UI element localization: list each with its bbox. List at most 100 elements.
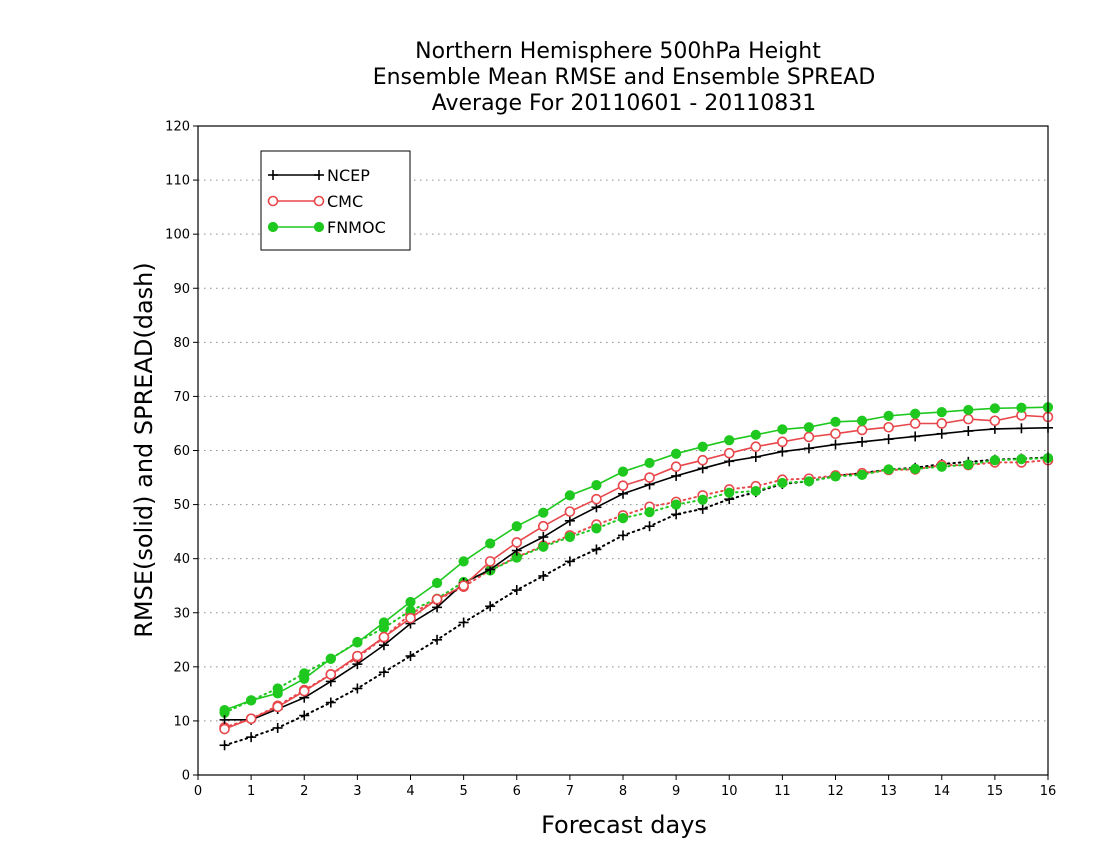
data-point (963, 426, 974, 437)
data-point (485, 538, 496, 549)
data-point (564, 531, 575, 543)
data-point (724, 487, 735, 498)
y-tick-label: 10 (173, 714, 190, 729)
data-point (910, 431, 921, 442)
data-point (1016, 423, 1027, 434)
data-point (989, 415, 1001, 427)
data-point (883, 464, 894, 475)
data-point (910, 408, 921, 419)
x-tick-label: 1 (247, 784, 255, 799)
data-point (564, 490, 575, 501)
data-point (777, 477, 788, 489)
data-point (936, 428, 947, 439)
y-tick-label: 30 (173, 606, 190, 621)
data-point (564, 556, 575, 567)
data-point (617, 480, 629, 491)
data-point (299, 710, 310, 721)
data-point (431, 577, 443, 589)
data-point (485, 601, 496, 612)
x-tick-label: 7 (566, 784, 574, 799)
y-tick-label: 80 (173, 336, 190, 351)
data-point (564, 506, 576, 517)
data-point (325, 669, 337, 680)
data-point (857, 436, 868, 447)
series-fnmoc-solid (219, 402, 1054, 716)
data-point (352, 650, 363, 662)
data-point (777, 436, 788, 448)
y-tick-label: 0 (182, 769, 190, 784)
data-point (617, 513, 629, 524)
series-fnmoc-dotted (219, 452, 1054, 718)
legend-marker (267, 221, 279, 233)
data-point (803, 422, 815, 433)
legend-marker (313, 195, 325, 207)
data-point (670, 461, 682, 473)
series-line (223, 456, 1049, 747)
legend-marker (267, 195, 279, 207)
data-point (856, 424, 868, 436)
series-line (223, 457, 1049, 714)
data-point (750, 451, 761, 462)
data-point (750, 485, 761, 497)
data-point (458, 556, 469, 567)
data-point (352, 683, 363, 694)
data-point (671, 470, 682, 481)
plot-series (219, 402, 1054, 751)
data-point (989, 403, 1000, 414)
data-point (1016, 402, 1027, 413)
x-tick-label: 11 (774, 784, 791, 799)
data-point (246, 732, 257, 743)
data-point (830, 439, 841, 450)
data-point (803, 476, 815, 487)
data-point (830, 471, 841, 482)
data-point (538, 541, 549, 552)
x-axis-label: Forecast days (541, 811, 707, 839)
legend-item-cmc: CMC (267, 192, 363, 211)
data-point (750, 429, 761, 440)
series-cmc-solid (219, 410, 1054, 735)
data-point (352, 637, 363, 648)
x-tick-label: 12 (827, 784, 844, 799)
data-point (910, 463, 921, 474)
data-point (299, 673, 310, 684)
data-point (1016, 454, 1027, 465)
data-point (219, 723, 230, 735)
data-point (511, 537, 523, 548)
y-tick-label: 70 (173, 390, 190, 405)
data-point (883, 421, 894, 433)
data-point (458, 580, 469, 592)
data-point (750, 441, 762, 453)
series-line (223, 459, 1049, 729)
data-point (671, 448, 682, 459)
data-point (803, 443, 814, 454)
data-point (724, 435, 735, 446)
data-point (272, 701, 283, 713)
x-tick-label: 15 (987, 784, 1004, 799)
title-line-1: Northern Hemisphere 500hPa Height (415, 39, 821, 64)
x-tick-label: 0 (194, 784, 202, 799)
data-point (591, 493, 602, 505)
data-point (378, 617, 390, 628)
data-point (591, 523, 602, 534)
data-point (219, 705, 230, 716)
legend-label: FNMOC (327, 218, 386, 237)
data-point (538, 532, 549, 543)
title-line-3: Average For 20110601 - 20110831 (432, 91, 817, 116)
y-axis-label: RMSE(solid) and SPREAD(dash) (130, 262, 158, 638)
y-tick-label: 60 (173, 444, 190, 459)
title-line-2: Ensemble Mean RMSE and Ensemble SPREAD (373, 65, 876, 90)
data-point (246, 695, 257, 706)
data-point (697, 494, 708, 505)
data-point (697, 454, 708, 466)
data-point (538, 520, 549, 532)
data-point (830, 416, 841, 427)
data-point (431, 593, 443, 605)
x-tick-label: 10 (721, 784, 738, 799)
x-tick-label: 2 (300, 784, 308, 799)
data-point (777, 424, 788, 435)
data-point (325, 653, 336, 664)
data-point (936, 418, 948, 429)
data-point (697, 441, 708, 452)
data-point (936, 461, 947, 472)
y-tick-label: 100 (165, 228, 190, 243)
